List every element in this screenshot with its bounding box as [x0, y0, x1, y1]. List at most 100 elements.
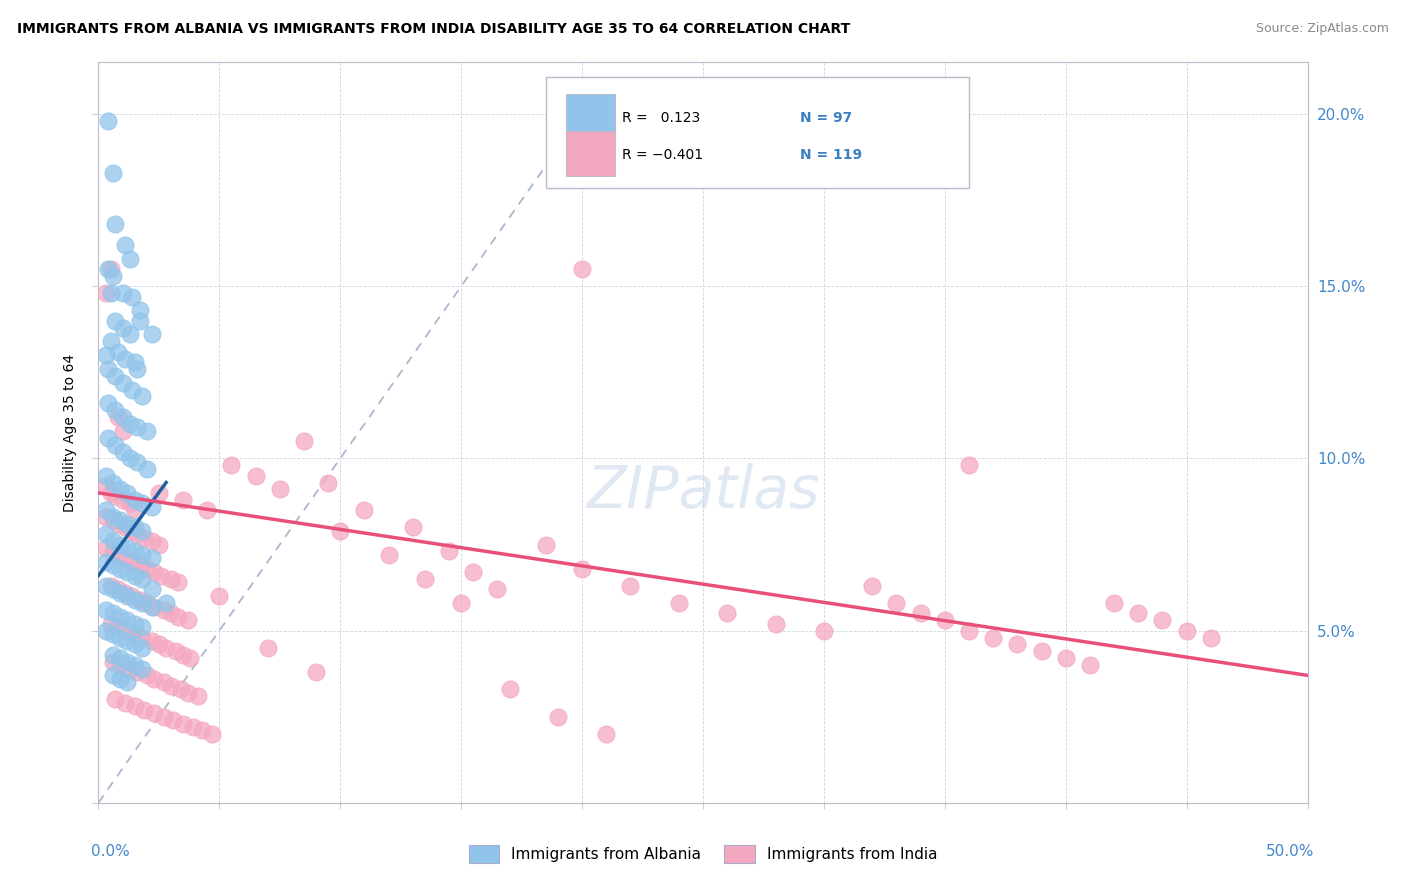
Point — [571, 262, 593, 277]
Point — [463, 565, 485, 579]
Point — [124, 616, 146, 631]
Point — [111, 286, 134, 301]
Point — [1078, 658, 1101, 673]
Point — [108, 586, 131, 600]
Point — [1128, 607, 1150, 621]
Point — [148, 637, 170, 651]
Point — [101, 558, 124, 573]
Point — [121, 589, 143, 603]
Point — [1031, 644, 1053, 658]
Point — [111, 444, 134, 458]
Point — [143, 599, 166, 614]
Point — [97, 362, 120, 376]
FancyBboxPatch shape — [567, 95, 614, 138]
Point — [135, 668, 157, 682]
Point — [413, 572, 436, 586]
Text: 0.0%: 0.0% — [91, 845, 131, 859]
Point — [107, 516, 129, 531]
Point — [135, 424, 157, 438]
Point — [860, 579, 883, 593]
Point — [143, 565, 166, 579]
Point — [1199, 631, 1222, 645]
Point — [104, 314, 127, 328]
Point — [131, 661, 153, 675]
Point — [94, 503, 117, 517]
Point — [172, 492, 194, 507]
Point — [131, 572, 153, 586]
Point — [101, 655, 124, 669]
Point — [162, 713, 184, 727]
Point — [101, 510, 124, 524]
Point — [118, 451, 141, 466]
Point — [191, 723, 214, 738]
Point — [981, 631, 1004, 645]
Text: 50.0%: 50.0% — [1267, 845, 1315, 859]
Point — [101, 544, 124, 558]
Point — [111, 424, 134, 438]
Point — [108, 483, 131, 497]
Point — [94, 541, 117, 555]
Point — [402, 520, 425, 534]
Point — [117, 613, 139, 627]
Point — [167, 575, 190, 590]
Point — [94, 286, 117, 301]
Point — [124, 568, 146, 582]
Point — [101, 582, 124, 597]
Point — [124, 355, 146, 369]
Point — [101, 627, 124, 641]
Point — [111, 492, 134, 507]
Point — [135, 596, 157, 610]
Point — [957, 458, 980, 473]
Point — [152, 603, 174, 617]
Point — [1054, 651, 1077, 665]
Point — [101, 648, 124, 662]
Point — [886, 596, 908, 610]
Point — [134, 703, 156, 717]
Point — [108, 561, 131, 575]
Point — [1152, 613, 1174, 627]
Point — [450, 596, 472, 610]
Point — [141, 327, 163, 342]
Point — [121, 524, 143, 538]
Point — [135, 462, 157, 476]
Point — [245, 468, 267, 483]
Point — [201, 727, 224, 741]
Point — [114, 238, 136, 252]
Point — [117, 624, 139, 638]
Point — [498, 682, 520, 697]
Point — [534, 537, 557, 551]
FancyBboxPatch shape — [546, 78, 969, 188]
Point — [128, 303, 150, 318]
Point — [100, 486, 122, 500]
Point — [148, 537, 170, 551]
Point — [117, 565, 139, 579]
Point — [135, 561, 157, 575]
Text: IMMIGRANTS FROM ALBANIA VS IMMIGRANTS FROM INDIA DISABILITY AGE 35 TO 64 CORRELA: IMMIGRANTS FROM ALBANIA VS IMMIGRANTS FR… — [17, 22, 851, 37]
Point — [127, 362, 149, 376]
Point — [111, 320, 134, 334]
Point — [94, 603, 117, 617]
Point — [121, 290, 143, 304]
Point — [118, 496, 141, 510]
Point — [127, 420, 149, 434]
Point — [121, 555, 143, 569]
Point — [108, 610, 131, 624]
Point — [124, 627, 146, 641]
Point — [152, 709, 174, 723]
Point — [377, 548, 399, 562]
Point — [124, 699, 146, 714]
Point — [169, 682, 191, 697]
Point — [141, 500, 163, 514]
Point — [141, 599, 163, 614]
Point — [94, 510, 117, 524]
Point — [124, 544, 146, 558]
Point — [179, 651, 201, 665]
Point — [117, 589, 139, 603]
Point — [1175, 624, 1198, 638]
Point — [934, 613, 956, 627]
Point — [108, 672, 131, 686]
Point — [114, 586, 136, 600]
Point — [100, 616, 122, 631]
Point — [131, 620, 153, 634]
Point — [221, 458, 243, 473]
